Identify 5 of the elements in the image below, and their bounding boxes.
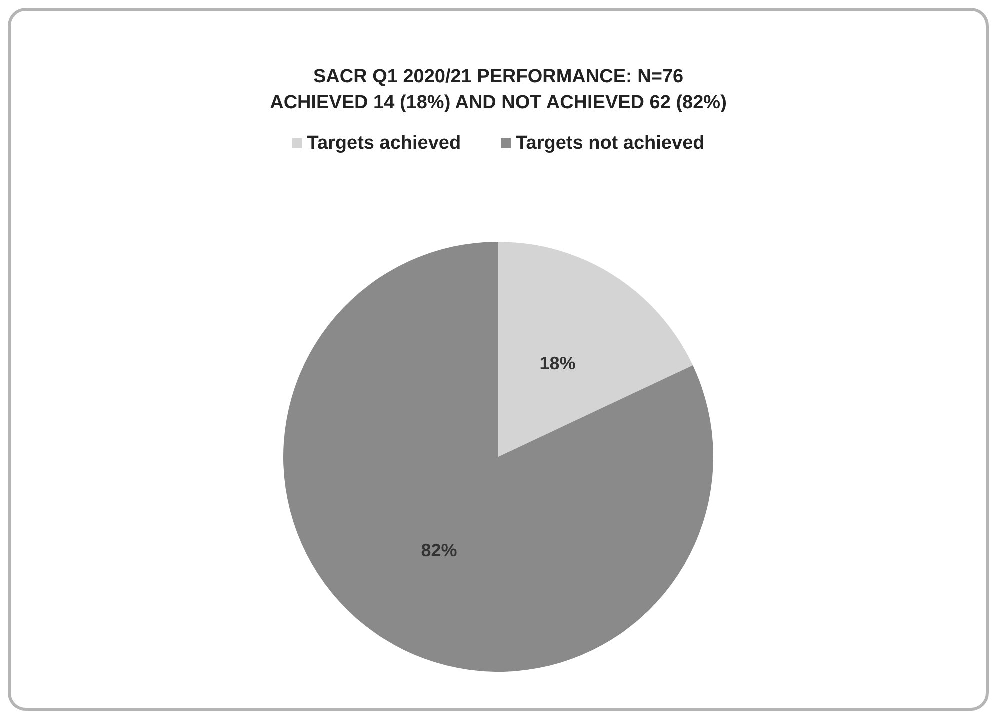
legend-label: Targets achieved xyxy=(307,133,462,154)
chart-title: SACR Q1 2020/21 PERFORMANCE: N=76 ACHIEVED 14 (18%) AND NOT ACHIEVED 62 (82%) xyxy=(270,66,727,114)
data-label: 18% xyxy=(540,354,576,374)
legend-label: Targets not achieved xyxy=(516,133,705,154)
data-label: 82% xyxy=(421,540,458,560)
